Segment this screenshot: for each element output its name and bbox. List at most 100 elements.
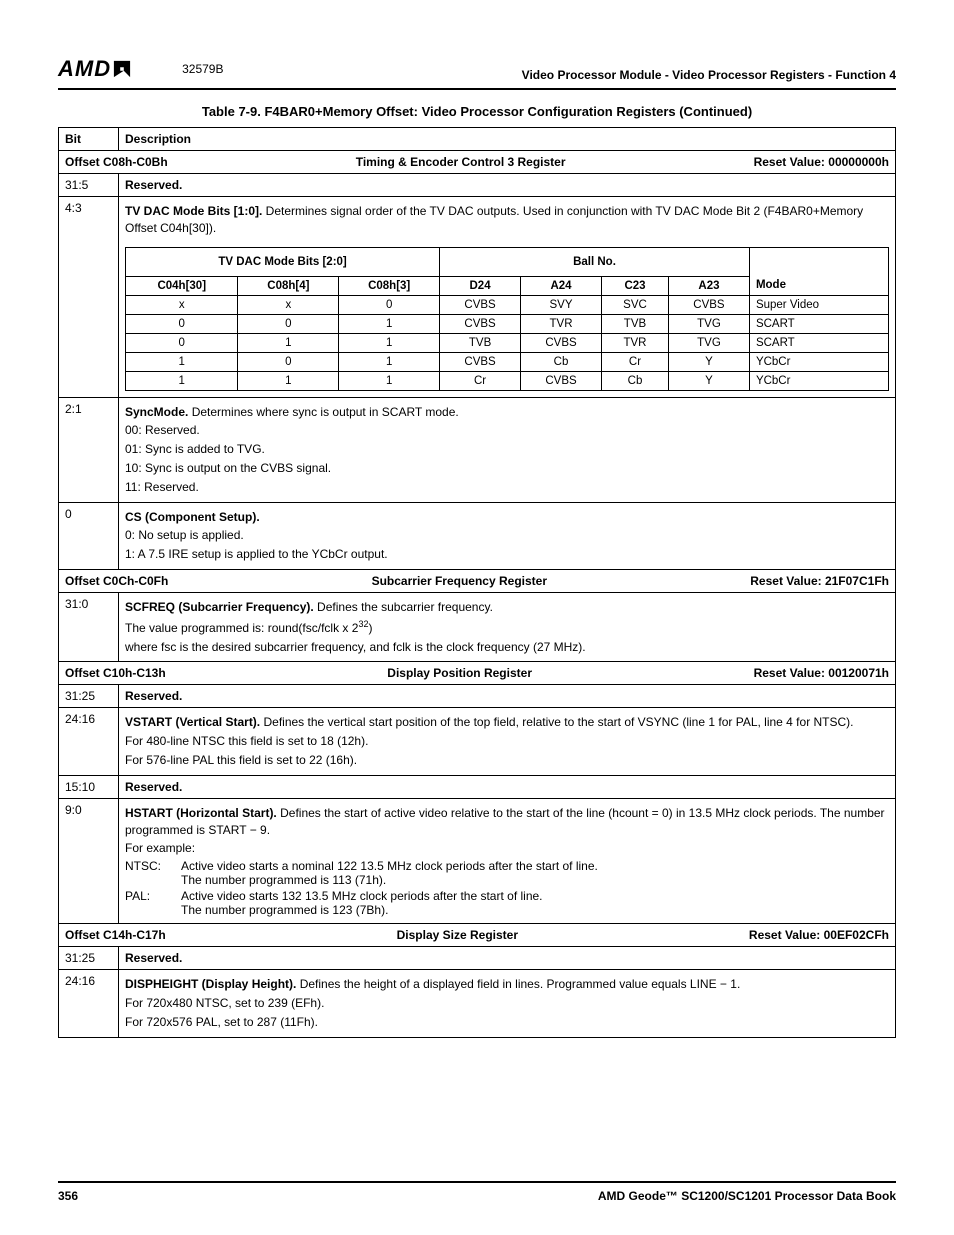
offset-c10: Offset C10h-C13h Display Position Regist… xyxy=(59,662,896,685)
offset-name: Subcarrier Frequency Register xyxy=(372,574,547,588)
inner-cell: SCART xyxy=(749,314,888,333)
h0: C04h[30] xyxy=(126,276,238,295)
inner-cell: 0 xyxy=(126,314,238,333)
h6: A23 xyxy=(668,276,749,295)
inner-cell: 1 xyxy=(339,314,440,333)
vstart-pal: For 576-line PAL this field is set to 22… xyxy=(125,752,889,769)
inner-cell: 0 xyxy=(339,295,440,314)
inner-cell: 1 xyxy=(126,371,238,390)
inner-row: xx0CVBSSVYSVCCVBSSuper Video xyxy=(126,295,889,314)
row-c10-1510: 15:10 Reserved. xyxy=(59,775,896,798)
inner-cell: CVBS xyxy=(440,314,521,333)
opt-1: 1: A 7.5 IRE setup is applied to the YCb… xyxy=(125,546,889,563)
offset-reset: Reset Value: 21F07C1Fh xyxy=(750,574,889,588)
inner-row: 111CrCVBSCbYYCbCr xyxy=(126,371,889,390)
col-description: Description xyxy=(119,128,896,151)
inner-cell: Y xyxy=(668,352,749,371)
bit: 31:25 xyxy=(59,947,119,970)
h3: D24 xyxy=(440,276,521,295)
field-desc: Determines where sync is output in SCART… xyxy=(188,405,458,419)
ntsc-l2: The number programmed is 113 (71h). xyxy=(181,873,598,887)
field-name: VSTART (Vertical Start). xyxy=(125,715,260,729)
row-c14-2416: 24:16 DISPHEIGHT (Display Height). Defin… xyxy=(59,970,896,1037)
book-title: AMD Geode™ SC1200/SC1201 Processor Data … xyxy=(598,1189,896,1203)
field-name: CS (Component Setup). xyxy=(125,510,260,524)
inner-cell: TVB xyxy=(602,314,669,333)
offset-c14: Offset C14h-C17h Display Size Register R… xyxy=(59,924,896,947)
dispheight-ntsc: For 720x480 NTSC, set to 239 (EFh). xyxy=(125,995,889,1012)
table-title: Table 7-9. F4BAR0+Memory Offset: Video P… xyxy=(58,104,896,119)
logo-area: AMD 32579B xyxy=(58,56,223,82)
field-desc: Defines the height of a displayed field … xyxy=(296,977,740,991)
group-tvdac: TV DAC Mode Bits [2:0] xyxy=(126,247,440,276)
inner-cell: Cr xyxy=(602,352,669,371)
row-c10-2416: 24:16 VSTART (Vertical Start). Defines t… xyxy=(59,708,896,775)
bit: 15:10 xyxy=(59,775,119,798)
offset-reset: Reset Value: 00000000h xyxy=(754,155,889,169)
inner-cell: YCbCr xyxy=(749,371,888,390)
inner-cell: 1 xyxy=(238,371,339,390)
tv-dac-mode-table: TV DAC Mode Bits [2:0] Ball No. C04h[30]… xyxy=(125,247,889,391)
inner-cell: CVBS xyxy=(440,352,521,371)
bit: 31:5 xyxy=(59,174,119,197)
opt-00: 00: Reserved. xyxy=(125,422,889,439)
bit: 0 xyxy=(59,502,119,569)
row-c08-21: 2:1 SyncMode. Determines where sync is o… xyxy=(59,397,896,502)
offset-name: Display Position Register xyxy=(387,666,532,680)
h2: C08h[3] xyxy=(339,276,440,295)
formula-note: where fsc is the desired subcarrier freq… xyxy=(125,639,889,656)
inner-cell: SVC xyxy=(602,295,669,314)
opt-10: 10: Sync is output on the CVBS signal. xyxy=(125,460,889,477)
col-bit: Bit xyxy=(59,128,119,151)
inner-cell: TVG xyxy=(668,333,749,352)
register-table: Bit Description Offset C08h-C0Bh Timing … xyxy=(58,127,896,1038)
inner-cell: CVBS xyxy=(521,371,602,390)
inner-row: 101CVBSCbCrYYCbCr xyxy=(126,352,889,371)
inner-cell: 1 xyxy=(339,333,440,352)
offset-c0c: Offset C0Ch-C0Fh Subcarrier Frequency Re… xyxy=(59,569,896,592)
amd-logo: AMD xyxy=(58,56,132,82)
field-name: SCFREQ (Subcarrier Frequency). xyxy=(125,600,314,614)
inner-cell: YCbCr xyxy=(749,352,888,371)
formula-sup: 32 xyxy=(358,619,368,629)
inner-header-row: C04h[30] C08h[4] C08h[3] D24 A24 C23 A23… xyxy=(126,276,889,295)
table-header-row: Bit Description xyxy=(59,128,896,151)
offset-range: Offset C08h-C0Bh xyxy=(65,155,168,169)
page-header: AMD 32579B Video Processor Module - Vide… xyxy=(58,56,896,90)
inner-cell: x xyxy=(126,295,238,314)
pal-label: PAL: xyxy=(125,889,181,917)
field-name: TV DAC Mode Bits [1:0]. xyxy=(125,204,262,218)
inner-cell: Cr xyxy=(440,371,521,390)
inner-cell: CVBS xyxy=(440,295,521,314)
logo-text: AMD xyxy=(58,56,111,81)
inner-cell: TVR xyxy=(521,314,602,333)
bit: 31:25 xyxy=(59,685,119,708)
bit: 9:0 xyxy=(59,798,119,923)
page: AMD 32579B Video Processor Module - Vide… xyxy=(0,0,954,1235)
row-c08-315: 31:5 Reserved. xyxy=(59,174,896,197)
offset-range: Offset C10h-C13h xyxy=(65,666,166,680)
bit: 2:1 xyxy=(59,397,119,502)
inner-cell: Cb xyxy=(602,371,669,390)
bit: 24:16 xyxy=(59,708,119,775)
inner-cell: TVR xyxy=(602,333,669,352)
example-intro: For example: xyxy=(125,840,889,857)
row-c08-0: 0 CS (Component Setup). 0: No setup is a… xyxy=(59,502,896,569)
inner-cell: CVBS xyxy=(668,295,749,314)
row-c10-3125: 31:25 Reserved. xyxy=(59,685,896,708)
pal-l2: The number programmed is 123 (7Bh). xyxy=(181,903,543,917)
formula-pre: The value programmed is: round(fsc/fclk … xyxy=(125,621,358,635)
bit: 4:3 xyxy=(59,197,119,398)
inner-cell: SVY xyxy=(521,295,602,314)
field-name: HSTART (Horizontal Start). xyxy=(125,806,277,820)
h7: Mode xyxy=(749,276,888,295)
offset-reset: Reset Value: 00120071h xyxy=(754,666,889,680)
reserved-text: Reserved. xyxy=(125,780,182,794)
formula-post: ) xyxy=(368,621,372,635)
bit: 24:16 xyxy=(59,970,119,1037)
inner-cell: Cb xyxy=(521,352,602,371)
row-c14-3125: 31:25 Reserved. xyxy=(59,947,896,970)
inner-cell: 1 xyxy=(238,333,339,352)
inner-cell: Super Video xyxy=(749,295,888,314)
opt-01: 01: Sync is added to TVG. xyxy=(125,441,889,458)
